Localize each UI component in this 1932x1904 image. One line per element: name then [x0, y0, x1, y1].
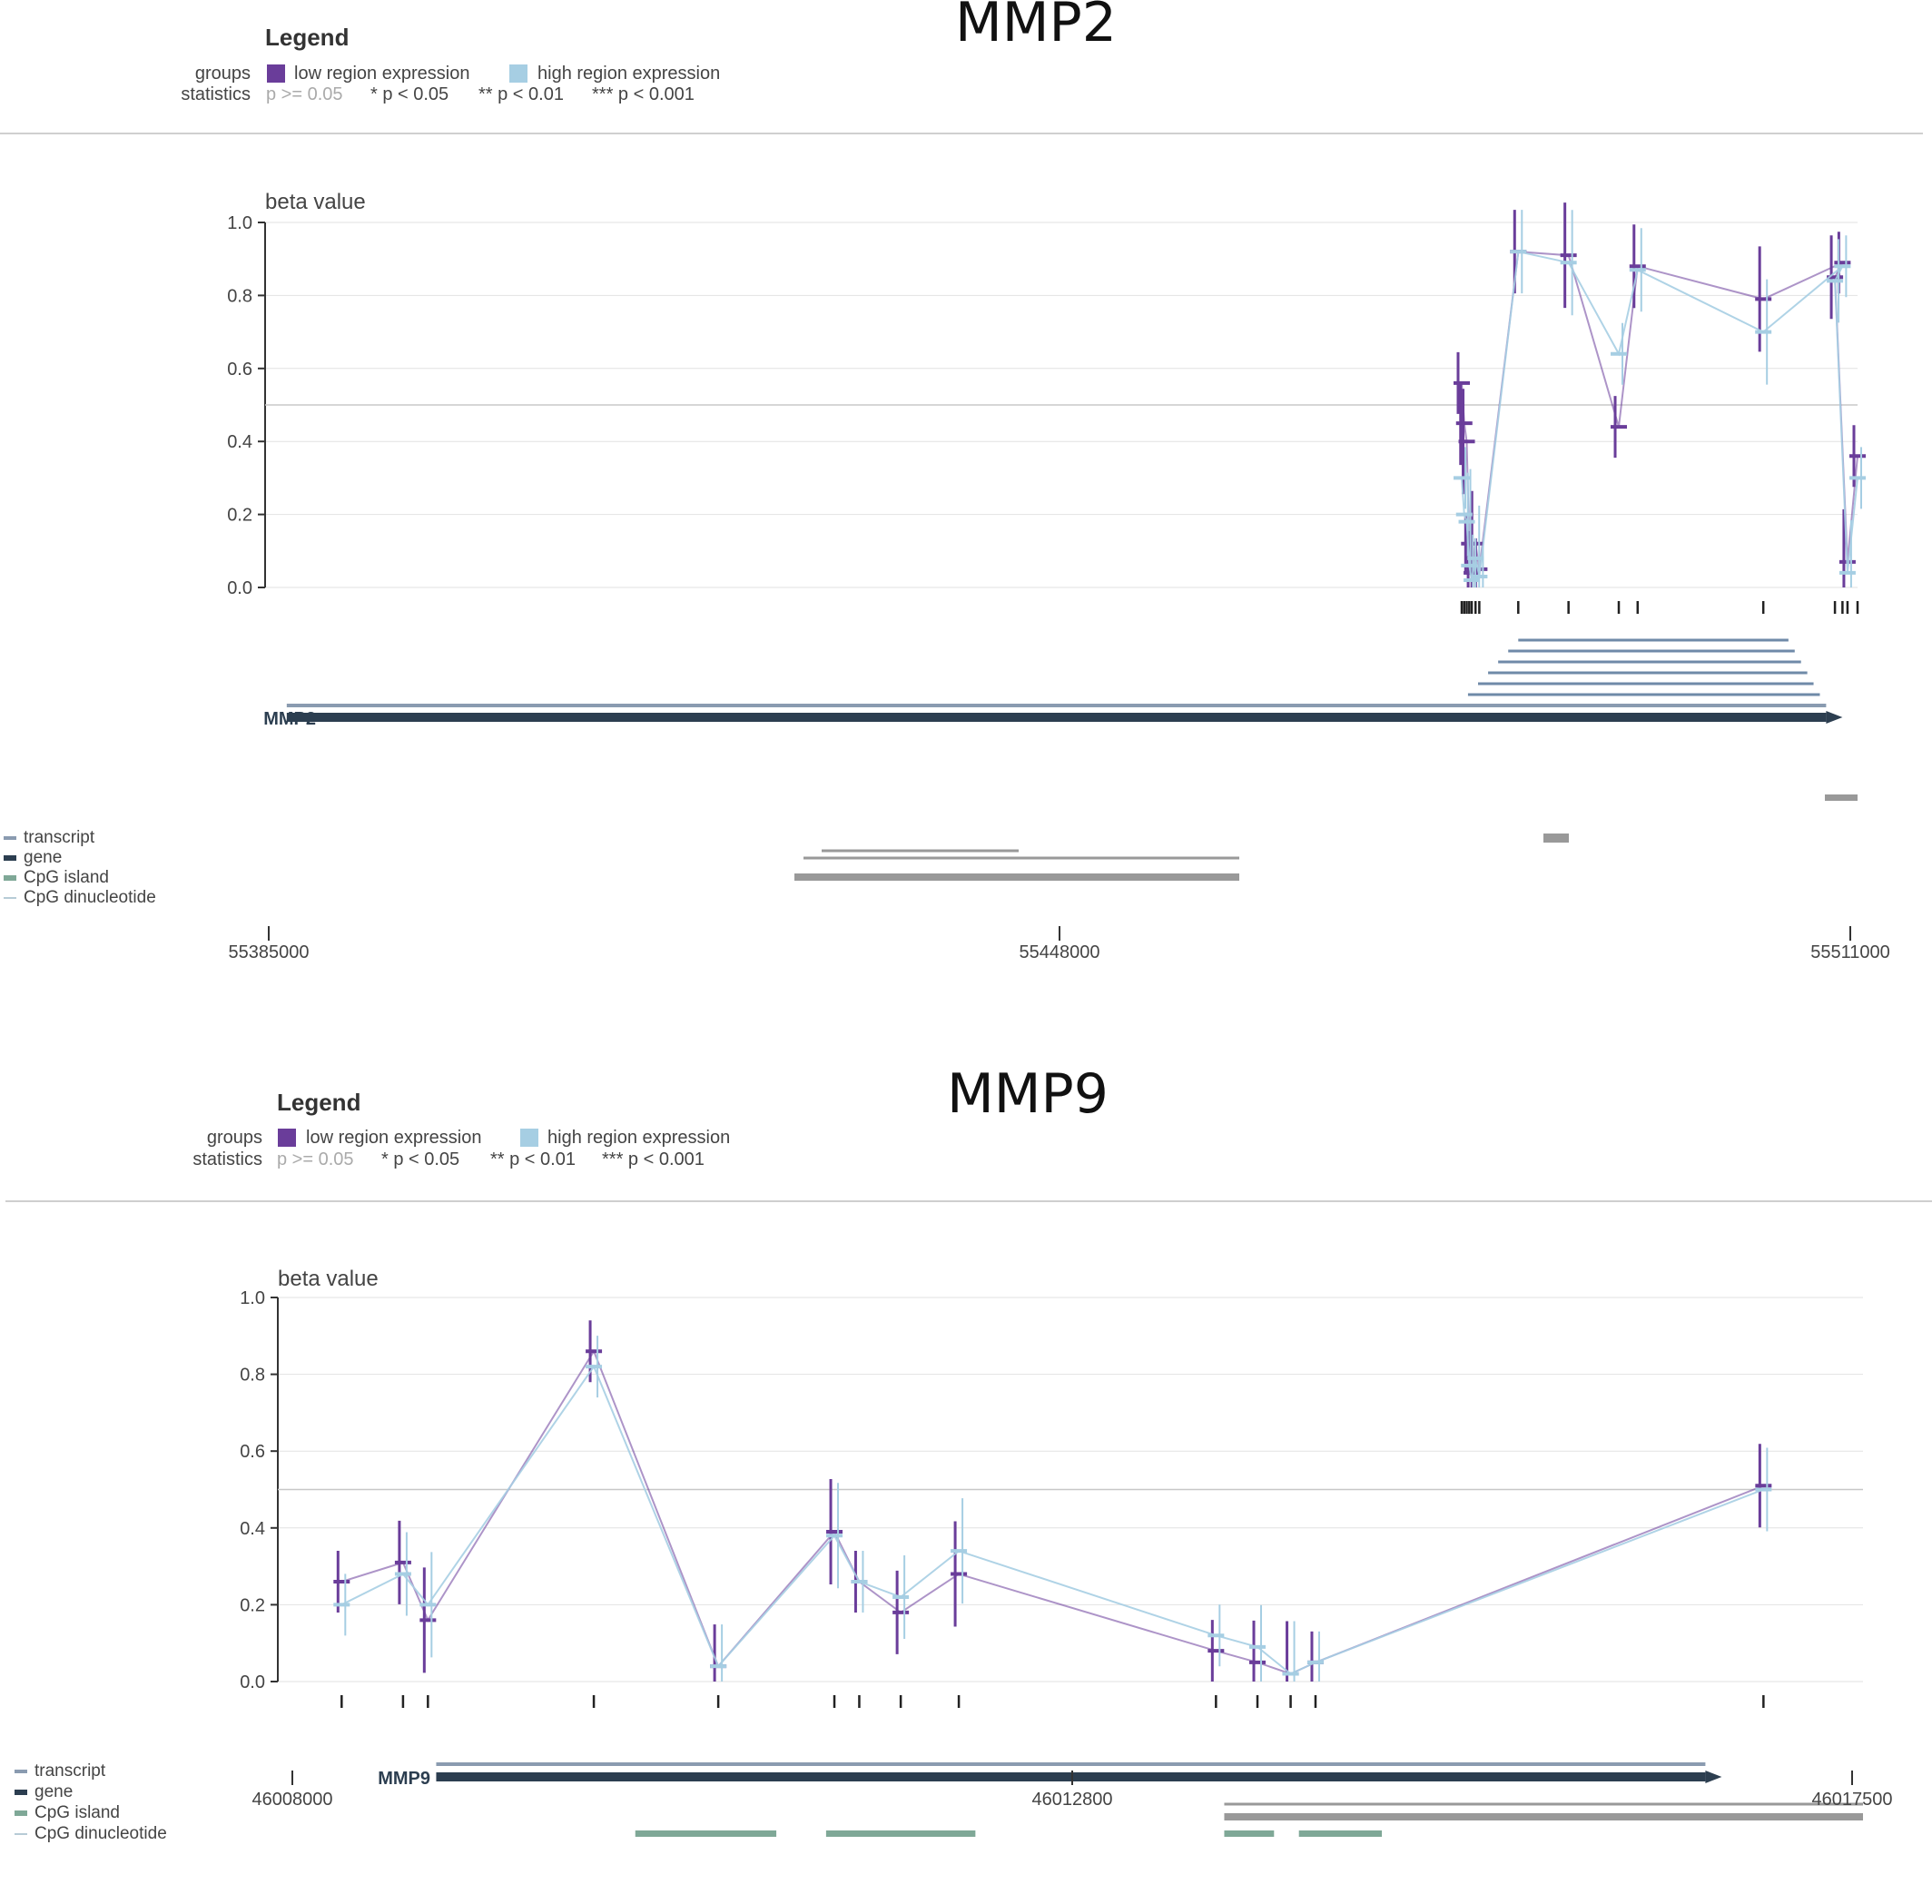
gene-label: MMP9	[378, 1769, 430, 1789]
legend-statistics-label: statistics	[181, 84, 251, 104]
legend-stat-two-star: ** p < 0.01	[478, 84, 564, 104]
track-key-cpg-dinucleotide: CpG dinucleotide	[4, 888, 156, 908]
track-key-cpg-island-label: CpG island	[34, 1803, 120, 1822]
track-key-cpg-island: CpG island	[4, 868, 109, 888]
y-tick-label: 1.0	[227, 213, 252, 233]
track-key-cpg-dinucleotide-label: CpG dinucleotide	[24, 888, 156, 907]
track-key-cpg-dinucleotide-label: CpG dinucleotide	[34, 1824, 167, 1843]
x-tick-label: 55511000	[1810, 942, 1890, 962]
cpg-island-bar	[1224, 1830, 1275, 1837]
transcript-swatch	[15, 1769, 27, 1773]
x-tick-label: 46012800	[1032, 1790, 1113, 1810]
legend-item-low: low region expression	[294, 64, 470, 84]
series-line-high	[340, 1365, 1764, 1675]
legend-stat-one-star: * p < 0.05	[381, 1149, 460, 1169]
x-tick-label: 46008000	[252, 1790, 333, 1810]
track-key-cpg-island-label: CpG island	[24, 868, 109, 887]
other-gene-bar	[1543, 834, 1569, 843]
other-gene-bar	[1825, 794, 1858, 801]
mmp2-chart: beta value 0.0 0.2 0.4 0.6 0.8 1.0 MMP2 55385000…	[227, 190, 1890, 962]
legend-stat-ns: p >= 0.05	[277, 1149, 354, 1169]
x-tick-label: 55448000	[1020, 942, 1100, 962]
cpg-island-bar	[1298, 1830, 1383, 1837]
gene-swatch	[4, 854, 16, 861]
separator-line	[5, 1200, 1932, 1202]
other-gene-bar	[794, 873, 1239, 881]
gene-label: MMP2	[263, 709, 316, 729]
track-key-gene-label: gene	[24, 848, 63, 867]
track-key-transcript: transcript	[4, 828, 94, 848]
legend-item-low: low region expression	[306, 1128, 482, 1148]
y-tick-label: 0.0	[227, 578, 252, 598]
track-key-gene: gene	[4, 848, 62, 868]
cpg-island-swatch	[15, 1810, 27, 1816]
legend-statistics-label: statistics	[192, 1149, 262, 1169]
track-key-cpg-dinucleotide: CpG dinucleotide	[15, 1824, 167, 1844]
y-tick-label: 0.4	[240, 1519, 265, 1539]
legend-swatch-low	[278, 1129, 296, 1147]
separator-line	[0, 133, 1923, 134]
legend-item-high: high region expression	[547, 1128, 731, 1148]
track-key-gene: gene	[15, 1782, 73, 1802]
y-tick-label: 1.0	[240, 1288, 265, 1308]
cpg-island-swatch	[4, 874, 16, 881]
series-line-low	[1461, 251, 1858, 574]
legend-swatch-high	[509, 64, 527, 83]
legend-heading: Legend	[265, 24, 350, 51]
legend-stat-three-star: *** p < 0.001	[592, 84, 695, 104]
y-tick-label: 0.2	[227, 506, 252, 526]
y-tick-label: 0.2	[240, 1595, 265, 1615]
legend-groups-label: groups	[206, 1128, 262, 1148]
track-key-transcript-label: transcript	[34, 1761, 106, 1781]
series-line-high	[1461, 250, 1858, 581]
y-tick-label: 0.6	[227, 360, 252, 380]
legend-stat-three-star: *** p < 0.001	[602, 1149, 705, 1169]
legend-groups-label: groups	[194, 64, 251, 84]
y-tick-label: 0.8	[227, 286, 252, 306]
track-key-transcript-label: transcript	[24, 828, 95, 847]
panel-title: MMP9	[947, 1062, 1109, 1126]
transcript-swatch	[4, 835, 16, 840]
strand-arrow	[1705, 1771, 1722, 1783]
mmp9-chart: beta value 0.0 0.2 0.4 0.6 0.8 1.0 MMP9 46008000…	[240, 1267, 1893, 1837]
cpg-island-bar	[825, 1830, 976, 1837]
y-tick-label: 0.0	[240, 1672, 265, 1692]
legend-swatch-low	[267, 64, 285, 83]
legend-stat-ns: p >= 0.05	[266, 84, 343, 104]
strand-arrow	[1826, 711, 1843, 724]
y-axis-label: beta value	[265, 190, 366, 214]
legend-swatch-high	[520, 1129, 538, 1147]
legend-stat-one-star: * p < 0.05	[370, 84, 449, 104]
legend-stat-two-star: ** p < 0.01	[490, 1149, 576, 1169]
gene-bar	[436, 1772, 1706, 1781]
y-tick-label: 0.6	[240, 1442, 265, 1462]
x-tick-label: 55385000	[229, 942, 310, 962]
other-gene-bar	[1224, 1813, 1863, 1820]
cpg-dinucleotide-swatch	[15, 1832, 27, 1835]
x-tick-label: 46017500	[1812, 1790, 1893, 1810]
series-line-low	[341, 1348, 1764, 1675]
gene-swatch	[15, 1789, 27, 1795]
cpg-dinucleotide-swatch	[4, 896, 16, 899]
y-axis-label: beta value	[278, 1267, 379, 1291]
legend-heading: Legend	[277, 1089, 361, 1116]
track-key-transcript: transcript	[15, 1761, 105, 1781]
mmp2-panel: MMP2 Legend groups statistics low region…	[0, 0, 1923, 962]
panel-title: MMP2	[955, 0, 1117, 54]
y-tick-label: 0.4	[227, 432, 252, 452]
track-key-gene-label: gene	[34, 1782, 74, 1801]
legend-item-high: high region expression	[537, 64, 721, 84]
y-tick-label: 0.8	[240, 1366, 265, 1386]
mmp9-panel: MMP9 Legend groups statistics low region…	[0, 1062, 1932, 1904]
track-key-cpg-island: CpG island	[15, 1803, 120, 1823]
cpg-island-bar	[635, 1830, 777, 1837]
gene-bar	[286, 713, 1827, 722]
